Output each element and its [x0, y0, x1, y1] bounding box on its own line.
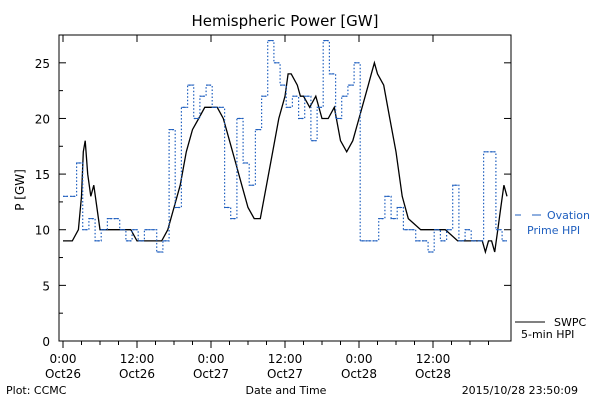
x-tick-time-1: 12:00 — [120, 352, 155, 366]
y-tick-label-4: 20 — [35, 112, 50, 126]
series-swpc-hpi — [63, 60, 508, 255]
plot-frame — [58, 34, 512, 342]
legend-swpc-label-1: SWPC — [554, 316, 586, 329]
x-tick-time-4: 0:00 — [346, 352, 373, 366]
x-tick-date-0: Oct26 — [45, 367, 81, 381]
x-axis-label: Date and Time — [246, 384, 327, 397]
x-tick-date-2: Oct27 — [193, 367, 229, 381]
x-tick-date-1: Oct26 — [119, 367, 155, 381]
y-tick-label-0: 0 — [42, 335, 50, 349]
x-tick-date-5: Oct28 — [415, 367, 451, 381]
x-axis-ticks: 0:00Oct2612:00Oct260:00Oct2712:00Oct270:… — [45, 35, 489, 381]
x-tick-time-3: 12:00 — [268, 352, 303, 366]
footer-right: 2015/10/28 23:50:09 — [462, 384, 578, 397]
y-tick-label-2: 10 — [35, 224, 50, 238]
y-axis-ticks: 0 5 10 15 20 25 — [35, 57, 511, 349]
y-tick-label-5: 25 — [35, 57, 50, 71]
x-tick-date-3: Oct27 — [267, 367, 303, 381]
y-tick-label-1: 5 — [42, 279, 50, 293]
legend-ovation-label-2: Prime HPI — [527, 224, 580, 237]
x-tick-date-4: Oct28 — [341, 367, 377, 381]
series-ovation-prime — [63, 40, 507, 253]
x-tick-time-5: 12:00 — [416, 352, 451, 366]
y-axis-label: P [GW] — [13, 169, 27, 211]
x-tick-time-0: 0:00 — [50, 352, 77, 366]
series-layer — [63, 40, 508, 255]
x-tick-time-2: 0:00 — [198, 352, 225, 366]
y-tick-label-3: 15 — [35, 168, 50, 182]
legend-swpc-label-2: 5-min HPI — [521, 328, 574, 341]
chart-title: Hemispheric Power [GW] — [192, 12, 379, 30]
footer-left: Plot: CCMC — [6, 384, 67, 397]
legend-ovation-label-1: Ovation — [547, 209, 590, 222]
